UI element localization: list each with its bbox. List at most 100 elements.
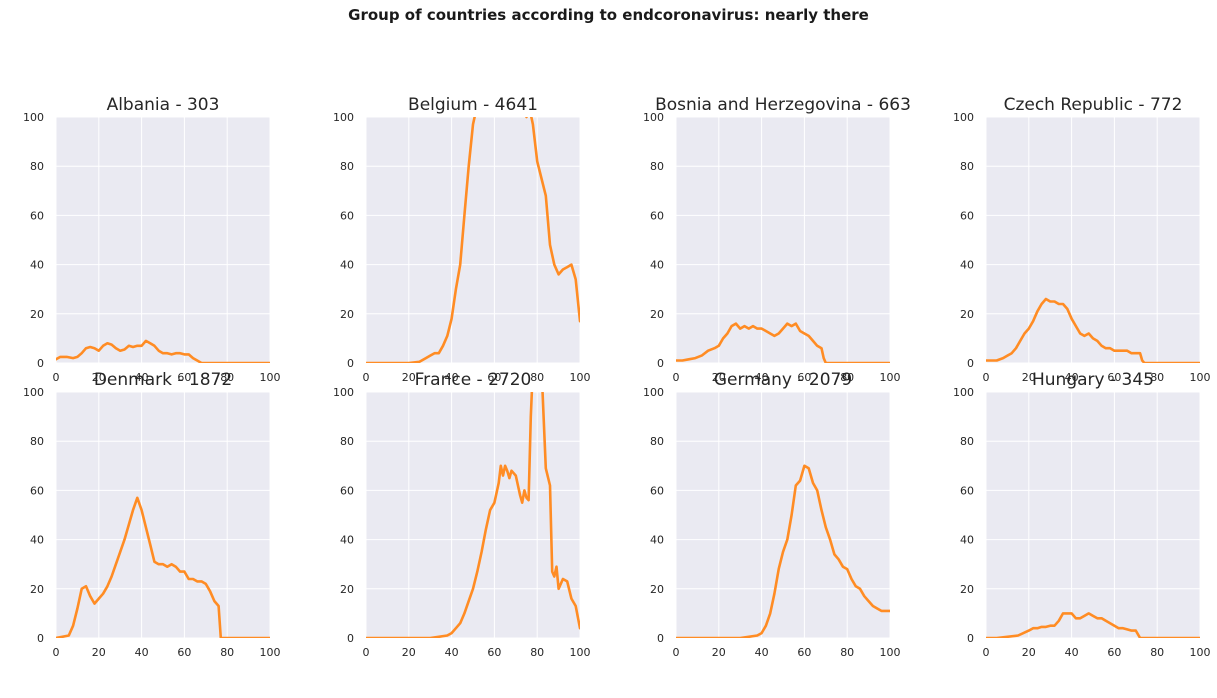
x-tick-label: 60	[1107, 371, 1121, 384]
y-tick-label: 80	[960, 435, 974, 448]
y-tick-label: 0	[657, 357, 664, 370]
y-tick-label: 60	[650, 209, 664, 222]
y-tick-label: 40	[340, 534, 354, 547]
y-tick-label: 0	[347, 632, 354, 645]
series-line	[986, 297, 1200, 363]
x-tick-label: 20	[402, 646, 416, 659]
plot-area	[676, 392, 890, 638]
x-tick-label: 20	[1022, 371, 1036, 384]
series-line	[676, 464, 890, 638]
x-tick-label: 100	[880, 371, 901, 384]
x-tick-label: 0	[53, 371, 60, 384]
x-tick-label: 20	[402, 371, 416, 384]
x-tick-label: 100	[1190, 371, 1211, 384]
plot-area	[366, 117, 580, 363]
x-tick-label: 40	[445, 371, 459, 384]
subplot-0: 0 20 40 60 80 100 0 20 40 60 80 100 Albania - 303	[23, 95, 281, 384]
y-tick-label: 60	[30, 209, 44, 222]
x-tick-label: 80	[1150, 646, 1164, 659]
y-tick-label: 40	[650, 534, 664, 547]
subplot-1: 0 20 40 60 80 100 0 20 40 60 80 100 Belgium - 4641	[333, 95, 591, 384]
y-tick-label: 40	[30, 534, 44, 547]
y-tick-label: 40	[650, 259, 664, 272]
y-tick-label: 80	[30, 160, 44, 173]
y-tick-label: 100	[23, 111, 44, 124]
y-tick-label: 20	[340, 583, 354, 596]
y-tick-label: 60	[340, 209, 354, 222]
x-tick-label: 20	[712, 371, 726, 384]
y-tick-label: 100	[23, 386, 44, 399]
plot-area	[366, 392, 580, 638]
y-tick-label: 0	[37, 632, 44, 645]
subplot-title: Denmark - 1872	[94, 370, 232, 390]
y-tick-label: 20	[960, 308, 974, 321]
subplot-3: 0 20 40 60 80 100 0 20 40 60 80 100 Czech Republic -…	[953, 95, 1211, 384]
subplot-title: France - 2720	[415, 370, 532, 390]
subplot-title: Hungary - 345	[1032, 370, 1154, 390]
y-tick-label: 80	[650, 435, 664, 448]
x-tick-label: 0	[983, 371, 990, 384]
y-tick-label: 0	[967, 357, 974, 370]
subplot-title: Belgium - 4641	[408, 95, 538, 115]
plot-area	[986, 117, 1200, 363]
series-line	[676, 322, 890, 363]
y-tick-label: 80	[960, 160, 974, 173]
x-tick-label: 60	[487, 371, 501, 384]
y-tick-label: 40	[30, 259, 44, 272]
x-tick-label: 80	[220, 646, 234, 659]
y-tick-label: 20	[960, 583, 974, 596]
series-line	[56, 339, 270, 363]
y-tick-label: 60	[960, 484, 974, 497]
x-tick-label: 100	[260, 371, 281, 384]
y-tick-label: 100	[953, 111, 974, 124]
x-tick-label: 0	[53, 646, 60, 659]
subplot-title: Albania - 303	[107, 95, 220, 115]
y-tick-label: 60	[30, 484, 44, 497]
x-tick-label: 100	[1190, 646, 1211, 659]
x-tick-label: 0	[983, 646, 990, 659]
y-tick-label: 60	[650, 484, 664, 497]
series-line	[366, 117, 580, 363]
x-tick-label: 60	[177, 371, 191, 384]
y-tick-label: 100	[643, 386, 664, 399]
x-tick-label: 0	[673, 646, 680, 659]
subplot-title: Bosnia and Herzegovina - 663	[655, 95, 911, 115]
y-tick-label: 80	[340, 435, 354, 448]
subplot-title: Czech Republic - 772	[1004, 95, 1183, 115]
y-tick-label: 100	[643, 111, 664, 124]
y-tick-label: 80	[30, 435, 44, 448]
plot-area	[56, 392, 270, 638]
x-tick-label: 100	[570, 646, 591, 659]
y-tick-label: 100	[953, 386, 974, 399]
x-tick-label: 100	[570, 371, 591, 384]
figure-title: Group of countries according to endcoron…	[348, 6, 869, 24]
subplot-5: 0 20 40 60 80 100 0 20 40 60 80 100 France - 2720	[333, 370, 591, 659]
subplot-6: 0 20 40 60 80 100 0 20 40 60 80 100 Germany - 2079	[643, 370, 901, 659]
y-tick-label: 80	[340, 160, 354, 173]
x-tick-label: 20	[92, 371, 106, 384]
y-tick-label: 0	[967, 632, 974, 645]
x-tick-label: 40	[135, 371, 149, 384]
x-tick-label: 40	[755, 371, 769, 384]
x-tick-label: 100	[880, 646, 901, 659]
y-tick-label: 40	[960, 259, 974, 272]
x-tick-label: 80	[1150, 371, 1164, 384]
x-tick-label: 60	[797, 371, 811, 384]
y-tick-label: 60	[960, 209, 974, 222]
x-tick-label: 0	[363, 371, 370, 384]
series-line	[366, 392, 580, 638]
x-tick-label: 60	[177, 646, 191, 659]
x-tick-label: 0	[363, 646, 370, 659]
y-tick-label: 60	[340, 484, 354, 497]
y-tick-label: 0	[657, 632, 664, 645]
x-tick-label: 40	[135, 646, 149, 659]
y-tick-label: 0	[347, 357, 354, 370]
plot-area	[56, 117, 270, 363]
x-tick-label: 20	[712, 646, 726, 659]
series-line	[986, 612, 1200, 638]
y-tick-label: 40	[960, 534, 974, 547]
y-tick-label: 100	[333, 386, 354, 399]
x-tick-label: 80	[220, 371, 234, 384]
subplot-4: 0 20 40 60 80 100 0 20 40 60 80 100 Denmark - 1872	[23, 370, 281, 659]
x-tick-label: 40	[1065, 371, 1079, 384]
